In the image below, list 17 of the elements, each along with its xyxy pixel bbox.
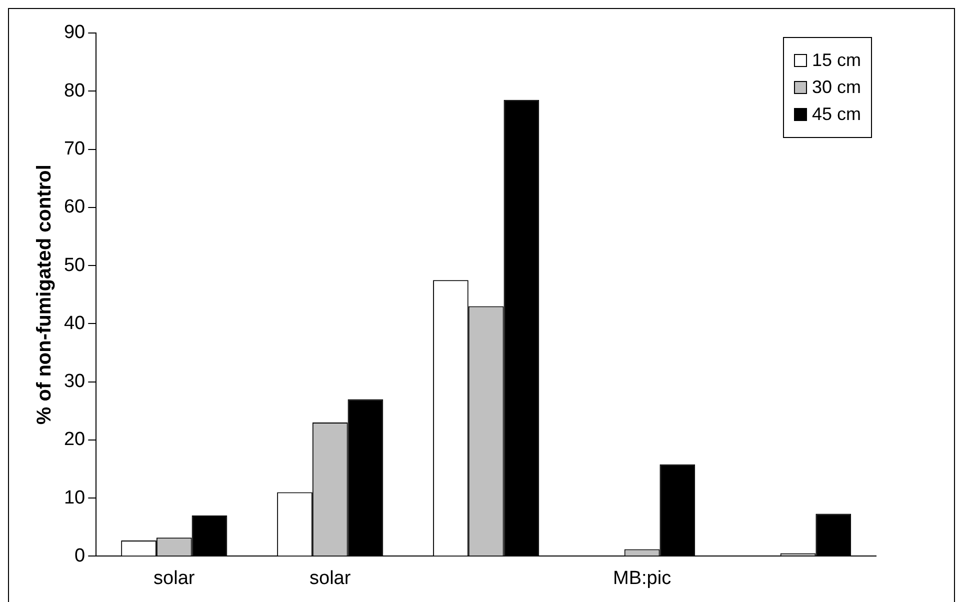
y-tick-label: 30 [64, 371, 86, 392]
y-tick-label: 40 [64, 312, 86, 334]
y-tick-label: 80 [64, 80, 86, 102]
y-tick-label: 10 [64, 487, 86, 508]
y-tick-label: 70 [64, 138, 86, 160]
y-tick-label: 0 [74, 545, 86, 566]
y-tick-label: 20 [64, 429, 86, 450]
y-tick-label: 60 [64, 196, 86, 218]
legend-label: 15 cm [812, 50, 861, 71]
y-axis-title: % of non-fumigated control [34, 164, 56, 425]
legend-label: 30 cm [812, 77, 861, 98]
x-tick-label: MB:pic [613, 568, 672, 589]
x-tick-label: solar [310, 568, 352, 589]
legend-label: 45 cm [812, 104, 861, 125]
y-tick-label: 90 [64, 22, 86, 44]
y-tick-label: 50 [64, 254, 86, 276]
x-tick-label: solar [154, 568, 196, 589]
